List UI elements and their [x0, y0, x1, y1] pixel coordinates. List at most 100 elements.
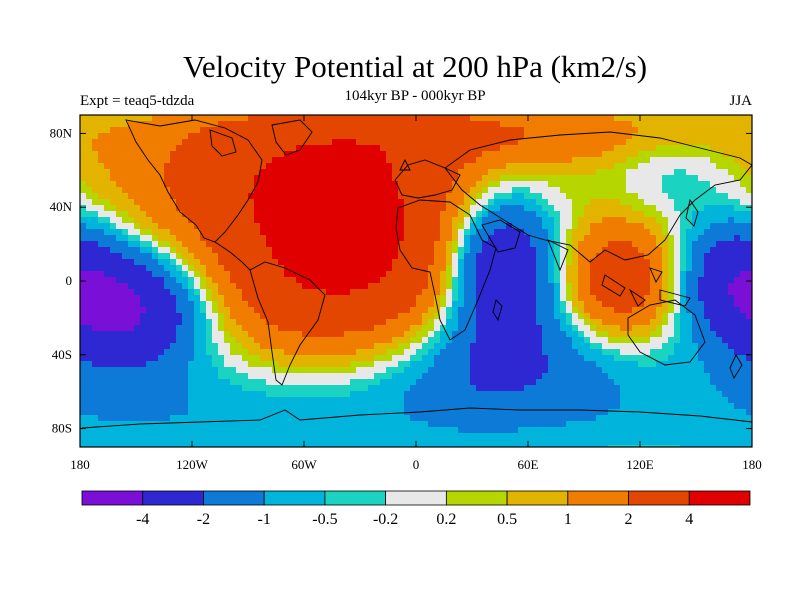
field-cell [104, 181, 111, 188]
field-cell [584, 421, 591, 428]
field-cell [428, 247, 435, 254]
field-cell [128, 145, 135, 152]
field-cell [164, 115, 171, 122]
field-cell [536, 139, 543, 146]
field-cell [164, 409, 171, 416]
field-cell [434, 211, 441, 218]
field-cell [326, 295, 333, 302]
field-cell [194, 337, 201, 344]
field-cell [488, 235, 495, 242]
field-cell [548, 193, 555, 200]
field-cell [362, 409, 369, 416]
field-cell [140, 415, 147, 422]
field-cell [494, 301, 501, 308]
field-cell [566, 409, 573, 416]
field-cell [116, 433, 123, 440]
field-cell [128, 433, 135, 440]
field-cell [350, 247, 357, 254]
field-cell [380, 223, 387, 230]
field-cell [164, 319, 171, 326]
field-cell [488, 199, 495, 206]
field-cell [140, 133, 147, 140]
field-cell [434, 373, 441, 380]
field-cell [134, 385, 141, 392]
field-cell [152, 343, 159, 350]
field-cell [80, 343, 87, 350]
field-cell [590, 157, 597, 164]
field-cell [458, 397, 465, 404]
field-cell [536, 187, 543, 194]
field-cell [146, 265, 153, 272]
field-cell [500, 421, 507, 428]
field-cell [266, 193, 273, 200]
field-cell [116, 289, 123, 296]
field-cell [380, 409, 387, 416]
field-cell [314, 205, 321, 212]
field-cell [110, 235, 117, 242]
field-cell [98, 415, 105, 422]
field-cell [122, 151, 129, 158]
field-cell [494, 319, 501, 326]
field-cell [524, 331, 531, 338]
field-cell [266, 247, 273, 254]
field-cell [338, 181, 345, 188]
field-cell [278, 421, 285, 428]
field-cell [452, 385, 459, 392]
field-cell [212, 145, 219, 152]
field-cell [398, 439, 405, 446]
field-cell [446, 217, 453, 224]
field-cell [272, 193, 279, 200]
field-cell [578, 235, 585, 242]
field-cell [578, 199, 585, 206]
field-cell [380, 151, 387, 158]
field-cell [500, 277, 507, 284]
field-cell [206, 247, 213, 254]
field-cell [404, 259, 411, 266]
field-cell [548, 355, 555, 362]
field-cell [596, 271, 603, 278]
field-cell [488, 289, 495, 296]
field-cell [386, 367, 393, 374]
field-cell [164, 181, 171, 188]
field-cell [578, 439, 585, 446]
field-cell [590, 367, 597, 374]
field-cell [152, 397, 159, 404]
field-cell [362, 415, 369, 422]
field-cell [512, 337, 519, 344]
field-cell [86, 319, 93, 326]
field-cell [578, 415, 585, 422]
field-cell [482, 319, 489, 326]
field-cell [152, 349, 159, 356]
field-cell [302, 133, 309, 140]
field-cell [410, 271, 417, 278]
field-cell [350, 235, 357, 242]
field-cell [188, 397, 195, 404]
field-cell [386, 397, 393, 404]
field-cell [182, 373, 189, 380]
field-cell [584, 121, 591, 128]
field-cell [560, 391, 567, 398]
field-cell [404, 175, 411, 182]
field-cell [458, 415, 465, 422]
field-cell [482, 409, 489, 416]
field-cell [224, 373, 231, 380]
field-cell [242, 223, 249, 230]
field-cell [206, 319, 213, 326]
field-cell [332, 409, 339, 416]
field-cell [416, 169, 423, 176]
field-cell [242, 337, 249, 344]
field-cell [308, 115, 315, 122]
field-cell [266, 391, 273, 398]
field-cell [392, 247, 399, 254]
field-cell [122, 115, 129, 122]
field-cell [338, 115, 345, 122]
field-cell [104, 379, 111, 386]
field-cell [176, 415, 183, 422]
field-cell [224, 361, 231, 368]
field-cell [278, 181, 285, 188]
field-cell [542, 295, 549, 302]
field-cell [188, 253, 195, 260]
field-cell [530, 229, 537, 236]
field-cell [236, 289, 243, 296]
field-cell [410, 193, 417, 200]
